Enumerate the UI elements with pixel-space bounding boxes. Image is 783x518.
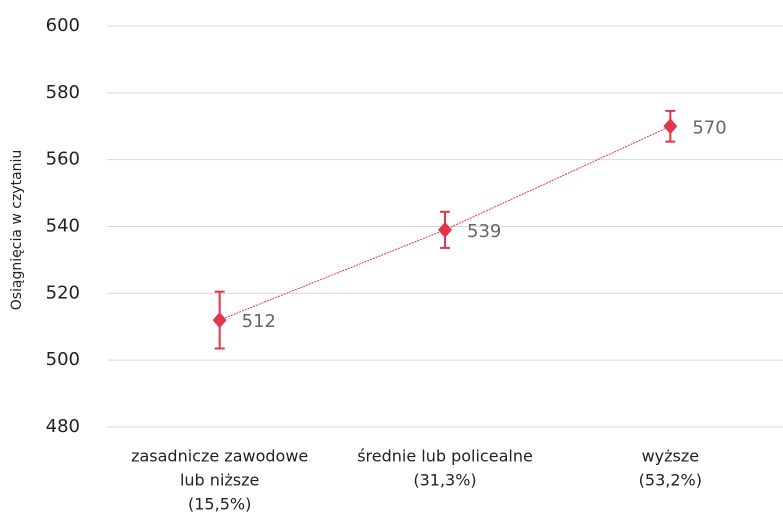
x-tick-label: zasadnicze zawodowe (131, 447, 308, 466)
x-tick-label: (53,2%) (639, 471, 702, 490)
y-tick-label: 500 (46, 349, 80, 370)
y-tick-label: 480 (46, 416, 80, 437)
y-tick-label: 540 (46, 216, 80, 237)
x-tick-label: (15,5%) (188, 495, 251, 514)
x-tick-label: średnie lub policealne (357, 447, 533, 466)
x-tick-label: wyższe (642, 447, 700, 466)
y-tick-label: 580 (46, 82, 80, 103)
marker (438, 221, 452, 238)
data-label: 512 (242, 311, 276, 332)
marker (212, 312, 227, 329)
y-tick-label: 520 (46, 282, 80, 303)
x-tick-label: lub niższe (180, 471, 259, 490)
y-axis-label: Osiągnięcia w czytaniu (9, 150, 25, 311)
data-label: 539 (467, 221, 501, 242)
y-tick-label: 560 (46, 149, 80, 170)
y-tick-label: 600 (46, 15, 80, 36)
data-label: 570 (692, 117, 726, 138)
series-line (219, 125, 671, 321)
x-tick-label: (31,3%) (413, 471, 476, 490)
marker (663, 118, 678, 135)
